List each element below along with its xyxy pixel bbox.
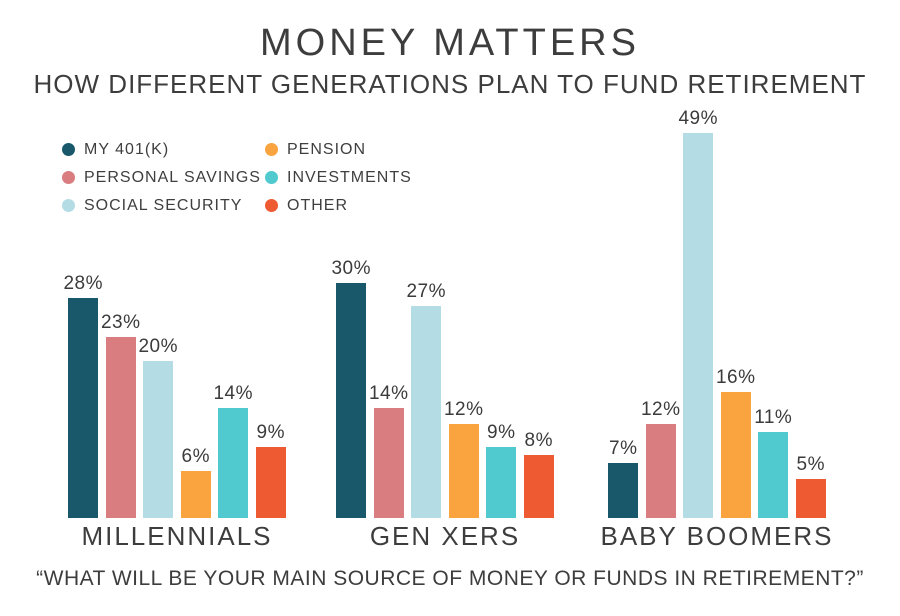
bar (683, 133, 714, 518)
bar-value-label: 9% (256, 422, 285, 444)
bar-value-label: 12% (640, 398, 681, 420)
bar (180, 470, 211, 518)
bar (795, 478, 826, 518)
bar (486, 447, 517, 518)
legend-swatch-icon (62, 143, 75, 156)
legend: MY 401(K) PENSION PERSONAL SAVINGS INVESTME… (62, 141, 412, 214)
bar-value-label: 28% (63, 273, 104, 295)
bar (68, 298, 99, 518)
legend-item: PERSONAL SAVINGS (62, 169, 265, 186)
legend-item: MY 401(K) (62, 141, 265, 158)
legend-item: INVESTMENTS (265, 169, 412, 186)
bar (645, 423, 676, 518)
group-label: MILLENNIALS (81, 521, 273, 551)
legend-item: PENSION (265, 141, 412, 158)
bar-value-label: 6% (181, 445, 210, 467)
bar (523, 455, 554, 518)
bar-value-label: 23% (100, 312, 141, 334)
bar (448, 423, 479, 518)
group-label: GEN XERS (369, 521, 521, 551)
bar (720, 392, 751, 518)
legend-label: MY 401(K) (84, 140, 170, 158)
legend-swatch-icon (62, 199, 75, 212)
bar-value-label: 11% (754, 406, 793, 428)
bar-value-label: 8% (524, 430, 553, 452)
legend-item: SOCIAL SECURITY (62, 197, 265, 214)
bar (758, 431, 789, 518)
legend-label: INVESTMENTS (287, 168, 412, 186)
bar-value-label: 7% (609, 438, 638, 460)
bar (411, 306, 442, 518)
legend-swatch-icon (265, 171, 278, 184)
bar-value-label: 5% (796, 453, 825, 475)
chart-title: MONEY MATTERS (260, 22, 640, 64)
bar (143, 361, 174, 518)
chart-subtitle: HOW DIFFERENT GENERATIONS PLAN TO FUND R… (33, 69, 867, 99)
bar-value-label: 16% (715, 367, 756, 389)
legend-swatch-icon (265, 143, 278, 156)
legend-label: PERSONAL SAVINGS (84, 168, 261, 186)
bar-value-label: 9% (487, 422, 516, 444)
legend-swatch-icon (265, 199, 278, 212)
bar-value-label: 14% (213, 383, 254, 405)
bar (255, 447, 286, 518)
bar-value-label: 49% (678, 108, 719, 130)
survey-question-caption: “WHAT WILL BE YOUR MAIN SOURCE OF MONEY … (36, 567, 864, 590)
legend-item: OTHER (265, 197, 412, 214)
group-label: BABY BOOMERS (600, 521, 834, 551)
bar-value-label: 12% (443, 398, 484, 420)
legend-label: PENSION (287, 140, 367, 158)
bar (105, 337, 136, 518)
legend-label: SOCIAL SECURITY (84, 196, 243, 214)
bar (373, 408, 404, 518)
bar (608, 463, 639, 518)
bar-value-label: 20% (138, 336, 179, 357)
bar (336, 282, 367, 518)
bar-value-label: 14% (368, 383, 409, 405)
bar-value-label: 30% (331, 257, 372, 279)
bar (218, 408, 249, 518)
bar-value-label: 27% (406, 281, 447, 303)
legend-label: OTHER (287, 196, 348, 214)
legend-swatch-icon (62, 171, 75, 184)
